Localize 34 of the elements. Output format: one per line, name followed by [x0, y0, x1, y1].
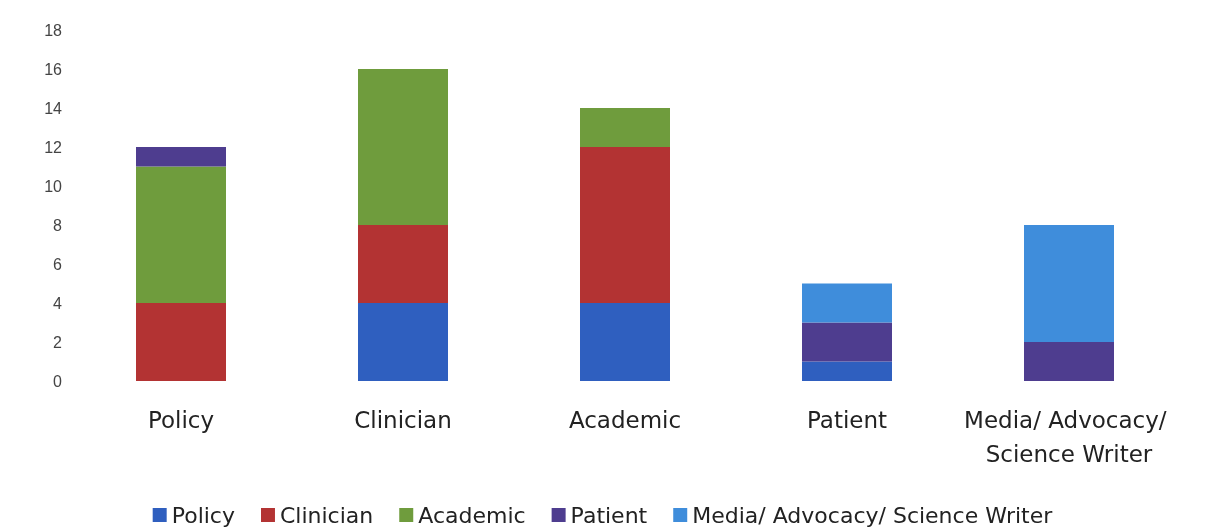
bar	[580, 147, 670, 303]
bar	[358, 225, 448, 303]
y-tick-label: 14	[44, 99, 63, 117]
y-tick-label: 16	[44, 60, 63, 78]
y-tick-label: 12	[44, 138, 63, 156]
bar	[802, 283, 892, 323]
x-tick-label: Patient	[806, 407, 888, 433]
bar	[580, 108, 670, 147]
x-tick-label: Media/ Advocacy/ Science Writer	[964, 407, 1174, 467]
y-tick-label: 0	[53, 372, 63, 390]
bar	[136, 166, 226, 303]
x-tick-label: Policy	[147, 407, 215, 433]
legend-label: Academic	[418, 502, 526, 528]
y-tick-label: 8	[53, 216, 63, 234]
bar	[802, 361, 892, 381]
y-tick-label: 2	[53, 333, 63, 351]
legend-label: Media/ Advocacy/ Science Writer	[692, 502, 1054, 528]
bar	[136, 303, 226, 381]
legend-label: Policy	[171, 502, 235, 528]
x-tick-label: Academic	[568, 407, 682, 433]
legend-label: Clinician	[279, 502, 374, 528]
bar	[802, 322, 892, 362]
y-tick-label: 10	[44, 177, 63, 195]
y-tick-label: 18	[44, 21, 63, 39]
legend-label: Patient	[570, 502, 648, 528]
x-tick-label: Clinician	[354, 407, 452, 433]
y-tick-label: 4	[53, 294, 63, 312]
bar	[358, 69, 448, 225]
bar	[580, 303, 670, 381]
bar	[358, 303, 448, 381]
bar	[1024, 225, 1114, 342]
y-tick-label: 6	[53, 255, 63, 273]
bar	[136, 147, 226, 167]
bar	[1024, 342, 1114, 381]
